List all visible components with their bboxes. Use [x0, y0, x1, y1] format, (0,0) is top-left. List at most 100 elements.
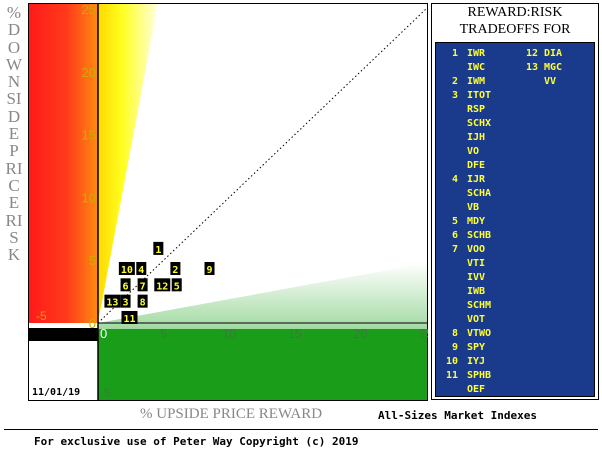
list-entry-number: 5 — [451, 216, 458, 227]
data-point-label: 9 — [207, 265, 213, 276]
list-entry-number: 3 — [451, 90, 458, 101]
neg-tick-label: -5 — [100, 386, 111, 400]
list-entry-col2-number: 12 — [525, 48, 538, 59]
data-point: 2 — [170, 261, 181, 276]
data-point-box — [104, 294, 121, 308]
ticker-list: 1 IWR IWC 2 IWM 3 ITOT RSP SCHX IJH VO DFE 4 IJR SCHA V… — [435, 42, 595, 397]
data-point: 4 — [136, 261, 147, 276]
data-point-label: 11 — [123, 314, 135, 325]
x-tick-label: 20 — [353, 326, 367, 341]
list-entry-col2-ticker: VV — [544, 76, 557, 87]
list-entry-ticker: IYJ — [467, 356, 486, 367]
y-tick-label: 0 — [89, 316, 96, 331]
list-entry-ticker: IJH — [467, 132, 486, 143]
data-point: 10 — [118, 261, 135, 276]
data-point-box — [170, 261, 181, 275]
yellow-zone — [98, 3, 158, 323]
data-point: 9 — [204, 261, 215, 276]
list-entry-ticker: SCHX — [467, 118, 492, 129]
y-tick-label: 10 — [82, 190, 96, 205]
list-entry-ticker: OEF — [467, 384, 486, 395]
list-entry-col2-number: 13 — [525, 62, 538, 73]
list-entry-ticker: IJR — [467, 174, 486, 185]
data-point-label: 6 — [123, 281, 129, 292]
list-entry-number: 7 — [451, 244, 458, 255]
list-entry-ticker: SPY — [467, 342, 486, 353]
data-point: 3 — [120, 294, 131, 309]
red-zone — [28, 3, 98, 323]
x-tick-label: 25 — [419, 326, 428, 341]
list-entry-ticker: VOO — [467, 244, 486, 255]
list-entry-ticker: IVV — [467, 272, 486, 283]
data-point-box — [154, 278, 171, 292]
data-point-label: 7 — [140, 281, 146, 292]
data-point-box — [171, 278, 182, 292]
list-entry-number: 1 — [451, 48, 458, 59]
legend-panel: REWARD:RISK TRADEOFFS FOR 1 IWR IWC 2 IWM 3 IT… — [431, 3, 599, 400]
list-entry-ticker: MDY — [467, 216, 486, 227]
list-entry-ticker: VTWO — [467, 328, 492, 339]
data-point: 5 — [171, 278, 182, 292]
list-entry-ticker: VO — [467, 146, 480, 157]
zero-bar — [28, 328, 98, 341]
data-point-label: 5 — [174, 281, 180, 292]
copyright-footer: For exclusive use of Peter Way Copyright… — [34, 435, 359, 448]
y-tick-label: 5 — [89, 253, 96, 268]
data-point-box — [153, 241, 164, 255]
panel-title-line2: TRADEOFFS FOR — [459, 22, 571, 37]
list-entry-number: 11 — [445, 370, 458, 381]
data-point-label: 10 — [121, 265, 133, 276]
list-entry-ticker: SPHB — [467, 370, 492, 381]
list-entry-number: 4 — [451, 174, 458, 185]
data-point: 12 — [154, 278, 171, 292]
panel-title: REWARD:RISK TRADEOFFS FOR — [432, 4, 598, 42]
list-entry-col2-ticker: DIA — [544, 48, 563, 59]
data-point: 13 — [104, 294, 121, 309]
scatter-plot: 05101520250510152025-5-5 124109671251338… — [28, 3, 428, 401]
data-point-label: 4 — [138, 265, 144, 276]
data-point-label: 1 — [155, 245, 161, 256]
data-point-label: 12 — [156, 281, 168, 292]
data-point-box — [120, 294, 131, 308]
data-point: 11 — [121, 310, 138, 325]
list-entry-ticker: DFE — [467, 160, 486, 171]
data-point-box — [121, 310, 138, 324]
list-entry-ticker: VB — [467, 202, 480, 213]
list-entry-ticker: RSP — [467, 104, 486, 115]
list-entry-number: 2 — [451, 76, 458, 87]
axes: 05101520250510152025-5-5 — [28, 3, 428, 401]
footer-divider — [4, 429, 598, 430]
neg-tick-label: -5 — [36, 309, 47, 323]
chart-subtitle: All-Sizes Market Indexes — [378, 409, 537, 422]
y-tick-label: 20 — [82, 65, 96, 80]
list-entry-ticker: SCHA — [467, 188, 492, 199]
data-point-label: 13 — [106, 298, 118, 309]
data-point-label: 3 — [123, 298, 129, 309]
data-point-box — [137, 278, 148, 292]
list-entry-ticker: IWR — [467, 48, 486, 59]
x-tick-label: 15 — [288, 326, 302, 341]
data-point: 6 — [120, 278, 131, 292]
list-entry-number: 9 — [451, 342, 458, 353]
data-point-box — [204, 261, 215, 275]
y-tick-label: 25 — [82, 3, 96, 17]
green-band — [98, 329, 428, 401]
plot-background — [28, 3, 428, 401]
data-point-label: 2 — [172, 265, 178, 276]
x-axis-label: % UPSIDE PRICE REWARD — [140, 406, 323, 422]
list-entry-number: 6 — [451, 230, 458, 241]
list-entry-ticker: ITOT — [467, 90, 492, 101]
list-entry-ticker: IWB — [467, 286, 486, 297]
list-entry-ticker: VTI — [467, 258, 486, 269]
list-entry-col2-ticker: MGC — [544, 62, 563, 73]
list-entry-ticker: IWM — [467, 76, 486, 87]
list-entry-ticker: IWC — [467, 62, 486, 73]
data-point-box — [120, 278, 131, 292]
plot-frame — [28, 3, 428, 401]
date-stamp: 11/01/19 — [32, 386, 95, 400]
list-entry-ticker: VOT — [467, 314, 486, 325]
x-tick-label: 5 — [160, 326, 167, 341]
data-point-box — [136, 261, 147, 275]
list-entry-number: 10 — [445, 356, 458, 367]
